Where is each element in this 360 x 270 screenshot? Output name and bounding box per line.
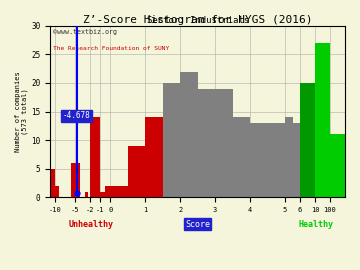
Text: ©www.textbiz.org: ©www.textbiz.org — [53, 29, 117, 35]
Bar — [145, 117, 163, 197]
Text: Unhealthy: Unhealthy — [69, 220, 114, 229]
Text: The Research Foundation of SUNY: The Research Foundation of SUNY — [53, 46, 170, 51]
Bar — [233, 140, 250, 197]
Bar — [71, 163, 75, 197]
Bar — [180, 72, 198, 197]
Y-axis label: Number of companies
(573 total): Number of companies (573 total) — [15, 71, 28, 152]
Bar — [128, 146, 145, 197]
Bar — [285, 157, 293, 197]
Bar — [110, 186, 128, 197]
Bar — [215, 89, 233, 197]
Bar — [285, 117, 293, 197]
Bar — [75, 163, 80, 197]
Bar — [233, 117, 250, 197]
Bar — [163, 83, 180, 197]
Text: Score: Score — [185, 220, 210, 229]
Bar — [293, 180, 300, 197]
Bar — [50, 169, 55, 197]
Text: -4.678: -4.678 — [63, 111, 91, 120]
Bar — [85, 192, 88, 197]
Bar — [267, 123, 285, 197]
Title: Z’-Score Histogram for HYGS (2016): Z’-Score Histogram for HYGS (2016) — [83, 15, 312, 25]
Bar — [315, 43, 330, 197]
Bar — [55, 186, 59, 197]
Bar — [300, 83, 315, 197]
Bar — [330, 134, 345, 197]
Bar — [198, 89, 215, 197]
Bar — [267, 157, 285, 197]
Bar — [105, 186, 110, 197]
Bar — [215, 106, 233, 197]
Bar — [293, 123, 300, 197]
Bar — [250, 146, 267, 197]
Bar — [100, 192, 105, 197]
Bar — [90, 117, 100, 197]
Text: Healthy: Healthy — [298, 220, 333, 229]
Bar — [250, 123, 267, 197]
Text: Sector: Industrials: Sector: Industrials — [147, 16, 249, 25]
